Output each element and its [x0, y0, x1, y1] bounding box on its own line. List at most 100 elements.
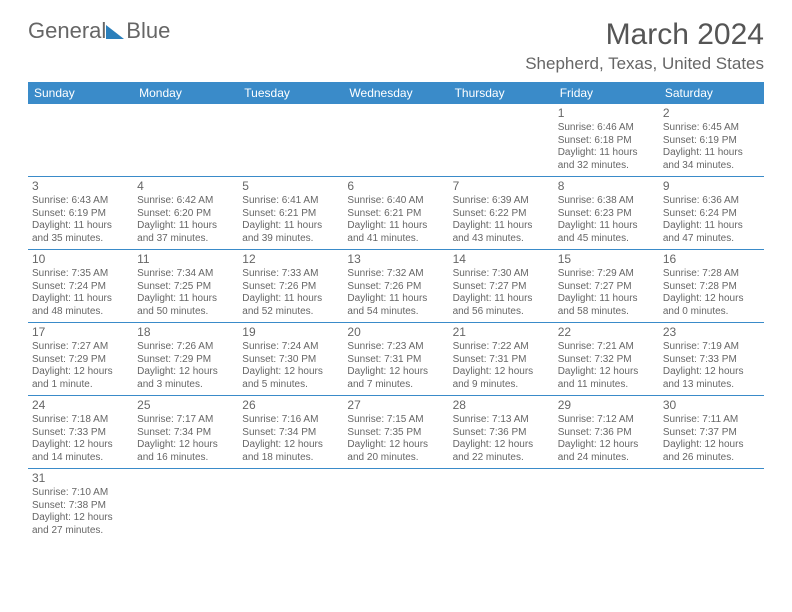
- day-detail: and 18 minutes.: [242, 452, 339, 465]
- calendar-cell: 27Sunrise: 7:15 AMSunset: 7:35 PMDayligh…: [343, 396, 448, 469]
- calendar-cell: 8Sunrise: 6:38 AMSunset: 6:23 PMDaylight…: [554, 177, 659, 250]
- day-detail: Daylight: 12 hours: [32, 512, 129, 525]
- day-number: 27: [347, 398, 444, 413]
- day-number: 4: [137, 179, 234, 194]
- day-detail: Daylight: 11 hours: [32, 220, 129, 233]
- calendar-cell: [343, 104, 448, 177]
- day-number: 3: [32, 179, 129, 194]
- day-detail: Sunrise: 6:43 AM: [32, 195, 129, 208]
- day-detail: Sunrise: 7:32 AM: [347, 268, 444, 281]
- day-detail: Sunrise: 7:21 AM: [558, 341, 655, 354]
- day-detail: Daylight: 11 hours: [558, 147, 655, 160]
- day-detail: Daylight: 12 hours: [347, 439, 444, 452]
- day-number: 6: [347, 179, 444, 194]
- day-detail: Sunrise: 6:41 AM: [242, 195, 339, 208]
- day-detail: Daylight: 11 hours: [663, 147, 760, 160]
- day-number: 28: [453, 398, 550, 413]
- day-detail: and 58 minutes.: [558, 306, 655, 319]
- calendar-header-row: Sunday Monday Tuesday Wednesday Thursday…: [28, 82, 764, 104]
- day-detail: and 9 minutes.: [453, 379, 550, 392]
- day-number: 15: [558, 252, 655, 267]
- day-header: Sunday: [28, 82, 133, 104]
- day-detail: Sunrise: 6:42 AM: [137, 195, 234, 208]
- day-detail: Sunrise: 6:39 AM: [453, 195, 550, 208]
- day-detail: and 26 minutes.: [663, 452, 760, 465]
- day-detail: Sunrise: 6:40 AM: [347, 195, 444, 208]
- day-detail: and 1 minute.: [32, 379, 129, 392]
- day-detail: Daylight: 11 hours: [453, 293, 550, 306]
- day-detail: Sunset: 7:30 PM: [242, 354, 339, 367]
- day-detail: and 50 minutes.: [137, 306, 234, 319]
- day-detail: Daylight: 11 hours: [558, 220, 655, 233]
- day-detail: Sunset: 7:29 PM: [137, 354, 234, 367]
- day-detail: Sunrise: 7:23 AM: [347, 341, 444, 354]
- day-detail: and 34 minutes.: [663, 160, 760, 173]
- day-detail: Sunset: 7:37 PM: [663, 427, 760, 440]
- calendar-cell: 6Sunrise: 6:40 AMSunset: 6:21 PMDaylight…: [343, 177, 448, 250]
- page: General Blue March 2024 Shepherd, Texas,…: [0, 0, 792, 551]
- day-number: 7: [453, 179, 550, 194]
- day-detail: and 3 minutes.: [137, 379, 234, 392]
- calendar-cell: 13Sunrise: 7:32 AMSunset: 7:26 PMDayligh…: [343, 250, 448, 323]
- day-detail: Sunset: 7:32 PM: [558, 354, 655, 367]
- day-detail: and 5 minutes.: [242, 379, 339, 392]
- day-detail: Sunrise: 7:33 AM: [242, 268, 339, 281]
- day-detail: Daylight: 12 hours: [137, 439, 234, 452]
- day-detail: Sunset: 7:24 PM: [32, 281, 129, 294]
- calendar-cell: 18Sunrise: 7:26 AMSunset: 7:29 PMDayligh…: [133, 323, 238, 396]
- day-detail: Sunrise: 7:11 AM: [663, 414, 760, 427]
- page-title: March 2024: [525, 18, 764, 52]
- day-detail: and 32 minutes.: [558, 160, 655, 173]
- day-detail: and 54 minutes.: [347, 306, 444, 319]
- day-detail: Sunset: 7:28 PM: [663, 281, 760, 294]
- day-detail: and 11 minutes.: [558, 379, 655, 392]
- day-detail: and 39 minutes.: [242, 233, 339, 246]
- day-detail: Daylight: 12 hours: [663, 439, 760, 452]
- calendar-week-row: 3Sunrise: 6:43 AMSunset: 6:19 PMDaylight…: [28, 177, 764, 250]
- calendar-cell: 3Sunrise: 6:43 AMSunset: 6:19 PMDaylight…: [28, 177, 133, 250]
- day-detail: Sunset: 7:31 PM: [453, 354, 550, 367]
- calendar-cell: 25Sunrise: 7:17 AMSunset: 7:34 PMDayligh…: [133, 396, 238, 469]
- day-detail: and 47 minutes.: [663, 233, 760, 246]
- calendar-cell: 2Sunrise: 6:45 AMSunset: 6:19 PMDaylight…: [659, 104, 764, 177]
- day-detail: Sunrise: 7:13 AM: [453, 414, 550, 427]
- calendar-cell: [554, 469, 659, 542]
- day-number: 5: [242, 179, 339, 194]
- day-detail: and 37 minutes.: [137, 233, 234, 246]
- calendar-cell: 26Sunrise: 7:16 AMSunset: 7:34 PMDayligh…: [238, 396, 343, 469]
- day-detail: Sunset: 7:31 PM: [347, 354, 444, 367]
- day-detail: and 14 minutes.: [32, 452, 129, 465]
- day-detail: Sunrise: 7:34 AM: [137, 268, 234, 281]
- day-detail: Sunrise: 7:28 AM: [663, 268, 760, 281]
- day-detail: and 43 minutes.: [453, 233, 550, 246]
- day-header: Friday: [554, 82, 659, 104]
- day-number: 10: [32, 252, 129, 267]
- day-number: 2: [663, 106, 760, 121]
- day-number: 21: [453, 325, 550, 340]
- calendar-cell: 24Sunrise: 7:18 AMSunset: 7:33 PMDayligh…: [28, 396, 133, 469]
- day-detail: and 41 minutes.: [347, 233, 444, 246]
- calendar-cell: 28Sunrise: 7:13 AMSunset: 7:36 PMDayligh…: [449, 396, 554, 469]
- calendar-cell: 22Sunrise: 7:21 AMSunset: 7:32 PMDayligh…: [554, 323, 659, 396]
- day-number: 26: [242, 398, 339, 413]
- day-detail: Sunset: 6:24 PM: [663, 208, 760, 221]
- calendar-cell: 20Sunrise: 7:23 AMSunset: 7:31 PMDayligh…: [343, 323, 448, 396]
- day-detail: Sunset: 7:26 PM: [347, 281, 444, 294]
- calendar-cell: 11Sunrise: 7:34 AMSunset: 7:25 PMDayligh…: [133, 250, 238, 323]
- day-detail: Daylight: 11 hours: [137, 293, 234, 306]
- day-detail: Sunset: 7:34 PM: [242, 427, 339, 440]
- day-detail: Daylight: 12 hours: [137, 366, 234, 379]
- calendar-cell: 1Sunrise: 6:46 AMSunset: 6:18 PMDaylight…: [554, 104, 659, 177]
- calendar-cell: 21Sunrise: 7:22 AMSunset: 7:31 PMDayligh…: [449, 323, 554, 396]
- day-detail: Sunset: 6:18 PM: [558, 135, 655, 148]
- day-detail: Sunset: 7:25 PM: [137, 281, 234, 294]
- calendar-cell: 5Sunrise: 6:41 AMSunset: 6:21 PMDaylight…: [238, 177, 343, 250]
- calendar-cell: [238, 104, 343, 177]
- day-number: 31: [32, 471, 129, 486]
- day-detail: and 16 minutes.: [137, 452, 234, 465]
- calendar-cell: [133, 469, 238, 542]
- day-detail: Daylight: 11 hours: [347, 293, 444, 306]
- day-number: 9: [663, 179, 760, 194]
- day-detail: Sunset: 7:35 PM: [347, 427, 444, 440]
- day-detail: Daylight: 12 hours: [663, 366, 760, 379]
